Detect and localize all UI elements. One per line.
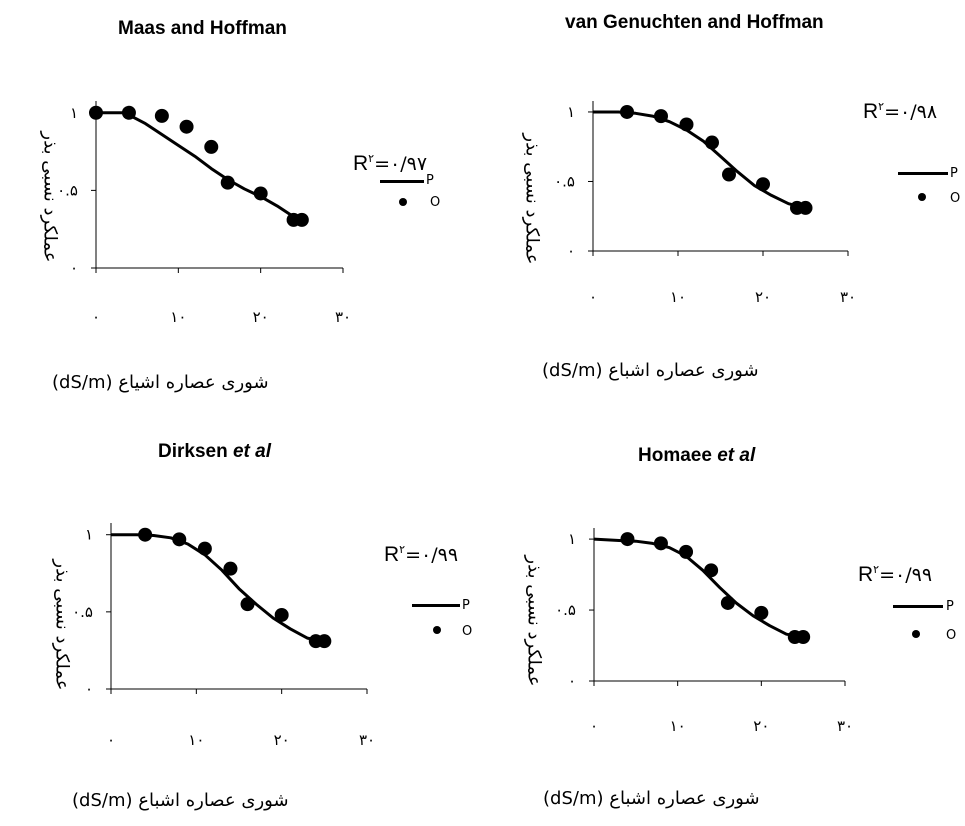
series-o-point	[796, 630, 811, 645]
x-tick-label: ۱۰	[670, 717, 686, 735]
series-o-point	[620, 104, 634, 119]
x-tick-label: ۰	[589, 288, 597, 306]
panel-3-legend-line	[412, 604, 460, 607]
series-o-point	[220, 175, 235, 190]
y-tick-label: ۰.۵	[554, 172, 575, 190]
panel-3-title: Dirksen et al	[158, 441, 272, 462]
panel-3-xlabel: شوری عصاره اشباع (dS/m)	[72, 790, 289, 811]
x-tick-label: ۲۰	[755, 288, 771, 306]
x-tick-label: ۳۰	[837, 717, 853, 735]
series-o-point	[240, 597, 255, 612]
x-tick-label: ۱۰	[188, 731, 204, 749]
panel-1-legend-dot	[399, 198, 407, 206]
panel-3-legend-dot	[433, 626, 441, 634]
panel-2-legend-line	[898, 172, 948, 175]
series-o-point	[253, 186, 268, 201]
x-tick-label: ۰	[92, 308, 100, 326]
y-tick-label: ۱	[70, 104, 78, 122]
series-p-line	[593, 537, 804, 639]
series-o-point	[653, 536, 668, 551]
panel-1-legend-line	[380, 180, 424, 183]
x-tick-label: ۲۰	[274, 731, 290, 749]
y-tick-label: ۰.۵	[72, 603, 93, 621]
series-o-point	[121, 105, 136, 120]
panel-1-title: Maas and Hoffman	[118, 18, 287, 39]
x-tick-label: ۰	[107, 731, 115, 749]
y-tick-label: ۱	[567, 103, 575, 121]
panel-2-legend-p: P	[950, 166, 958, 181]
panel-4-plot: ۰ ۱۰ ۲۰ ۳۰ ۰ ۰.۵ ۱	[555, 528, 853, 735]
panel-3-legend-p: P	[462, 598, 470, 613]
series-p-line	[111, 533, 325, 643]
panel-1-xlabel: شوری عصاره اشیاع (dS/m)	[52, 372, 269, 393]
series-o-point	[154, 108, 169, 123]
x-tick-label: ۳۰	[359, 731, 375, 749]
panel-2-legend-dot	[918, 193, 926, 201]
panel-2-xlabel: شوری عصاره اشباع (dS/m)	[542, 360, 759, 381]
series-o-point	[172, 532, 187, 547]
series-o-point	[720, 595, 735, 610]
series-o-point	[274, 607, 289, 622]
series-o-point	[197, 541, 212, 556]
panel-2-r2: R۲=۰/۹۸	[863, 100, 938, 123]
x-tick-label: ۱۰	[670, 288, 686, 306]
panel-4-r2: R۲=۰/۹۹	[858, 563, 933, 586]
series-o-point	[798, 200, 813, 215]
y-tick-label: ۰	[567, 242, 575, 260]
panel-3-legend-o: O	[462, 624, 473, 639]
series-o-point	[679, 117, 694, 132]
panel-2-plot: ۰ ۱۰ ۲۰ ۳۰ ۰ ۰.۵ ۱	[554, 101, 856, 306]
series-o-point	[138, 527, 153, 542]
y-tick-label: ۰	[70, 259, 78, 277]
panel-1-legend-p: P	[426, 173, 434, 188]
series-o-point	[179, 119, 194, 134]
panel-4-title: Homaee et al	[638, 445, 756, 466]
series-o-point	[722, 167, 736, 182]
series-o-point	[317, 634, 332, 649]
series-o-point	[754, 605, 769, 620]
panel-2-title: van Genuchten and Hoffman	[565, 12, 824, 33]
x-tick-label: ۲۰	[753, 717, 769, 735]
x-tick-label: ۲۰	[253, 308, 269, 326]
series-o-point	[620, 532, 635, 547]
series-o-point	[223, 561, 238, 576]
panel-4-legend-line	[893, 605, 943, 608]
x-tick-label: ۳۰	[840, 288, 856, 306]
panel-4-xlabel: شوری عصاره اشباع (dS/m)	[543, 788, 760, 809]
series-o-point	[704, 563, 719, 578]
series-o-point	[654, 109, 668, 124]
series-o-point	[89, 105, 103, 120]
y-tick-label: ۱	[568, 530, 576, 548]
y-tick-label: ۰.۵	[555, 601, 576, 619]
series-p-line	[96, 111, 301, 222]
panel-1-legend-o: O	[430, 195, 441, 210]
series-p-line	[593, 110, 806, 210]
panel-4-legend-dot	[912, 630, 920, 638]
panel-1-plot: ۰ ۱۰ ۲۰ ۳۰ ۰ ۰.۵ ۱	[57, 101, 351, 326]
x-tick-label: ۰	[590, 717, 598, 735]
series-o-point	[756, 177, 770, 192]
x-tick-label: ۳۰	[335, 308, 351, 326]
panel-4-legend-o: O	[946, 628, 957, 643]
panel-3-plot: ۰ ۱۰ ۲۰ ۳۰ ۰ ۰.۵ ۱	[72, 523, 375, 749]
series-o-point	[204, 139, 219, 154]
x-tick-label: ۱۰	[170, 308, 186, 326]
panel-3-r2: R۲=۰/۹۹	[384, 543, 459, 566]
y-tick-label: ۱	[85, 526, 93, 544]
series-o-point	[679, 544, 694, 559]
panel-1-r2: R۲=۰/۹۷	[353, 152, 428, 175]
series-o-point	[705, 135, 719, 150]
y-tick-label: ۰	[568, 672, 576, 690]
y-tick-label: ۰	[85, 680, 93, 698]
panel-2-legend-o: O	[950, 191, 961, 206]
panel-4-legend-p: P	[946, 599, 954, 614]
series-o-point	[294, 212, 309, 227]
y-tick-label: ۰.۵	[57, 181, 78, 199]
